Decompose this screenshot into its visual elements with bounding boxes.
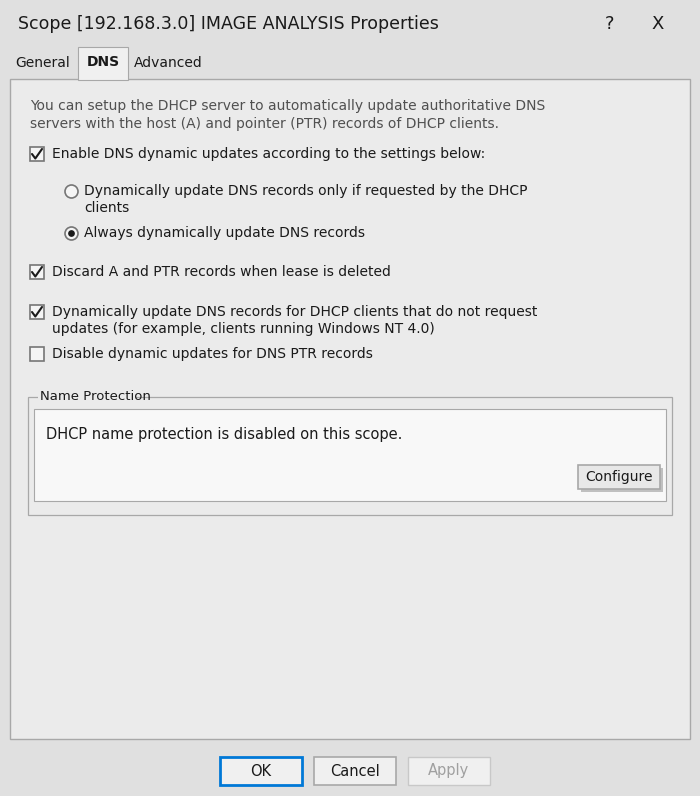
Bar: [78, 47, 128, 80]
Text: Discard A and PTR records when lease is deleted: Discard A and PTR records when lease is …: [52, 265, 391, 279]
Text: Dynamically update DNS records for DHCP clients that do not request: Dynamically update DNS records for DHCP …: [52, 305, 538, 319]
Text: You can setup the DHCP server to automatically update authoritative DNS: You can setup the DHCP server to automat…: [30, 99, 545, 113]
Text: Apply: Apply: [428, 763, 470, 778]
Text: X: X: [652, 15, 664, 33]
Bar: [38, 389, 136, 406]
Bar: [30, 265, 44, 279]
Text: updates (for example, clients running Windows NT 4.0): updates (for example, clients running Wi…: [52, 322, 435, 336]
Text: Always dynamically update DNS records: Always dynamically update DNS records: [84, 227, 365, 240]
Bar: [578, 465, 660, 489]
Bar: [581, 489, 663, 492]
Text: DHCP name protection is disabled on this scope.: DHCP name protection is disabled on this…: [46, 427, 402, 442]
Text: servers with the host (A) and pointer (PTR) records of DHCP clients.: servers with the host (A) and pointer (P…: [30, 117, 499, 131]
Text: DNS: DNS: [86, 55, 120, 69]
Text: Cancel: Cancel: [330, 763, 380, 778]
Text: Scope [192.168.3.0] IMAGE ANALYSIS Properties: Scope [192.168.3.0] IMAGE ANALYSIS Prope…: [18, 15, 439, 33]
Bar: [220, 757, 302, 785]
Text: Advanced: Advanced: [134, 56, 202, 70]
Bar: [34, 409, 666, 501]
Bar: [30, 305, 44, 319]
Bar: [408, 757, 490, 785]
Bar: [28, 397, 672, 515]
Bar: [660, 468, 663, 492]
Text: Enable DNS dynamic updates according to the settings below:: Enable DNS dynamic updates according to …: [52, 147, 485, 161]
Bar: [0, 48, 700, 80]
Circle shape: [65, 185, 78, 198]
Text: Configure: Configure: [585, 470, 652, 484]
Text: clients: clients: [84, 201, 130, 216]
Circle shape: [65, 227, 78, 240]
Circle shape: [68, 230, 75, 237]
Text: Name Protection: Name Protection: [40, 391, 151, 404]
Text: Dynamically update DNS records only if requested by the DHCP: Dynamically update DNS records only if r…: [84, 185, 528, 198]
Bar: [30, 347, 44, 361]
Text: Disable dynamic updates for DNS PTR records: Disable dynamic updates for DNS PTR reco…: [52, 347, 373, 361]
Bar: [10, 79, 690, 739]
Bar: [30, 147, 44, 161]
Text: General: General: [15, 56, 71, 70]
Text: ?: ?: [606, 15, 615, 33]
Text: OK: OK: [251, 763, 272, 778]
Bar: [314, 757, 396, 785]
